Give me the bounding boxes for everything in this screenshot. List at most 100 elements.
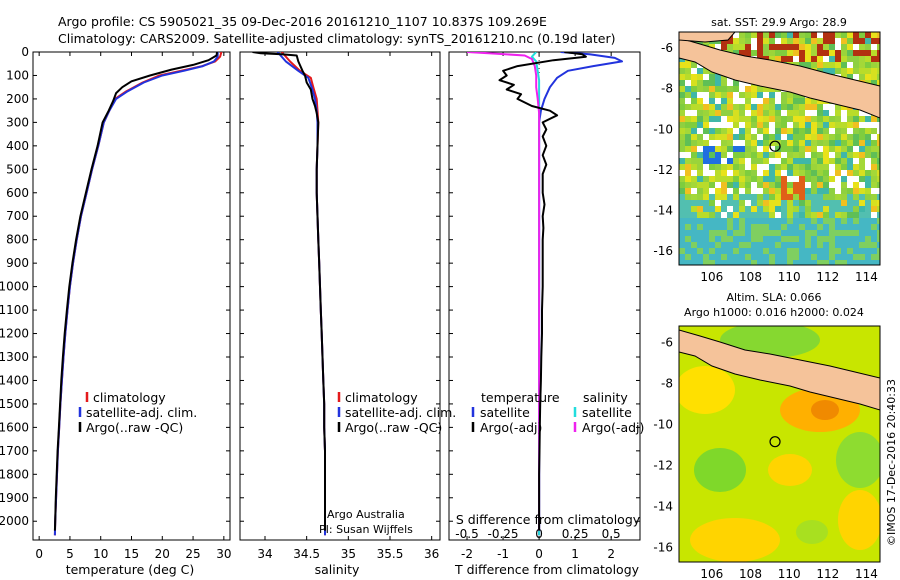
sst-cell (721, 200, 727, 206)
sst-cell (685, 242, 691, 248)
sst-cell (775, 230, 781, 236)
sst-cell (775, 182, 781, 188)
sst-cell (799, 50, 805, 56)
sst-cell (709, 170, 715, 176)
depth-tick-label: 1400 (0, 373, 29, 387)
salinity-argo-raw-qc--line (252, 52, 326, 531)
sst-cell (793, 200, 799, 206)
sst-cell (721, 140, 727, 146)
sst-cell (805, 50, 811, 56)
sst-cell (877, 134, 880, 140)
sst-cell (697, 140, 703, 146)
sst-cell (721, 236, 727, 242)
sst-cell (727, 170, 733, 176)
sst-cell (697, 92, 703, 98)
sst-cell (703, 242, 709, 248)
sst-cell (799, 212, 805, 218)
sst-cell (703, 158, 709, 164)
sst-cell (793, 254, 799, 260)
sst-cell (817, 248, 823, 254)
sst-cell (829, 218, 835, 224)
sst-cell (805, 224, 811, 230)
sst-cell (763, 218, 769, 224)
sst-cell (835, 218, 841, 224)
pi-annotation: PI: Susan Wijffels (319, 523, 413, 536)
sst-cell (787, 44, 793, 50)
sst-cell (745, 248, 751, 254)
x-tick-label: 35.5 (377, 547, 404, 561)
sst-cell (811, 62, 817, 68)
sst-cell (859, 242, 865, 248)
sst-cell (841, 230, 847, 236)
sst-cell (769, 254, 775, 260)
sst-cell (781, 32, 787, 38)
sst-cell (799, 56, 805, 62)
sst-cell (805, 248, 811, 254)
sst-cell (865, 56, 871, 62)
sst-cell (727, 164, 733, 170)
sst-cell (847, 236, 853, 242)
sst-cell (781, 254, 787, 260)
sst-cell (847, 110, 853, 116)
sst-cell (775, 128, 781, 134)
sst-cell (745, 146, 751, 152)
sst-cell (709, 44, 715, 50)
sst-cell (721, 134, 727, 140)
sst-cell (841, 206, 847, 212)
map-lat-label: -16 (653, 244, 673, 258)
sst-cell (805, 62, 811, 68)
sst-cell (859, 128, 865, 134)
sst-cell (781, 38, 787, 44)
sst-cell (799, 200, 805, 206)
sst-cell (745, 50, 751, 56)
sst-cell (727, 224, 733, 230)
sst-cell (727, 80, 733, 86)
depth-tick-label: 1300 (0, 350, 29, 364)
sst-cell (733, 158, 739, 164)
sst-cell (811, 236, 817, 242)
sst-cell (751, 110, 757, 116)
sst-cell (751, 44, 757, 50)
sst-cell (763, 224, 769, 230)
sst-cell (841, 116, 847, 122)
x-tick-label: 2 (607, 547, 615, 561)
map-lon-label: 110 (778, 567, 801, 580)
sst-cell (691, 260, 697, 265)
sst-cell (781, 182, 787, 188)
sst-cell (763, 122, 769, 128)
sst-cell (775, 224, 781, 230)
sst-cell (865, 62, 871, 68)
sst-cell (709, 260, 715, 265)
sst-cell (685, 140, 691, 146)
sst-cell (757, 104, 763, 110)
sst-cell (715, 122, 721, 128)
sst-cell (721, 116, 727, 122)
sst-cell (835, 242, 841, 248)
sst-cell (775, 200, 781, 206)
sst-cell (805, 44, 811, 50)
sst-cell (697, 230, 703, 236)
sst-cell (865, 218, 871, 224)
sst-cell (751, 200, 757, 206)
sst-cell (733, 92, 739, 98)
sst-cell (865, 230, 871, 236)
sst-cell (697, 128, 703, 134)
sst-cell (835, 230, 841, 236)
sst-cell (745, 242, 751, 248)
sst-cell (859, 50, 865, 56)
x-tick-label: -2 (461, 547, 473, 561)
sst-cell (859, 164, 865, 170)
sst-cell (775, 134, 781, 140)
sst-cell (805, 170, 811, 176)
sst-cell (721, 224, 727, 230)
sst-cell (739, 254, 745, 260)
sst-cell (781, 146, 787, 152)
legend-s-argo-label: Argo(-adj) (582, 420, 644, 435)
sst-cell (775, 38, 781, 44)
sst-cell (757, 236, 763, 242)
sst-cell (793, 128, 799, 134)
sst-cell (715, 260, 721, 265)
sst-cell (787, 254, 793, 260)
sst-cell (853, 236, 859, 242)
sst-cell (781, 176, 787, 182)
